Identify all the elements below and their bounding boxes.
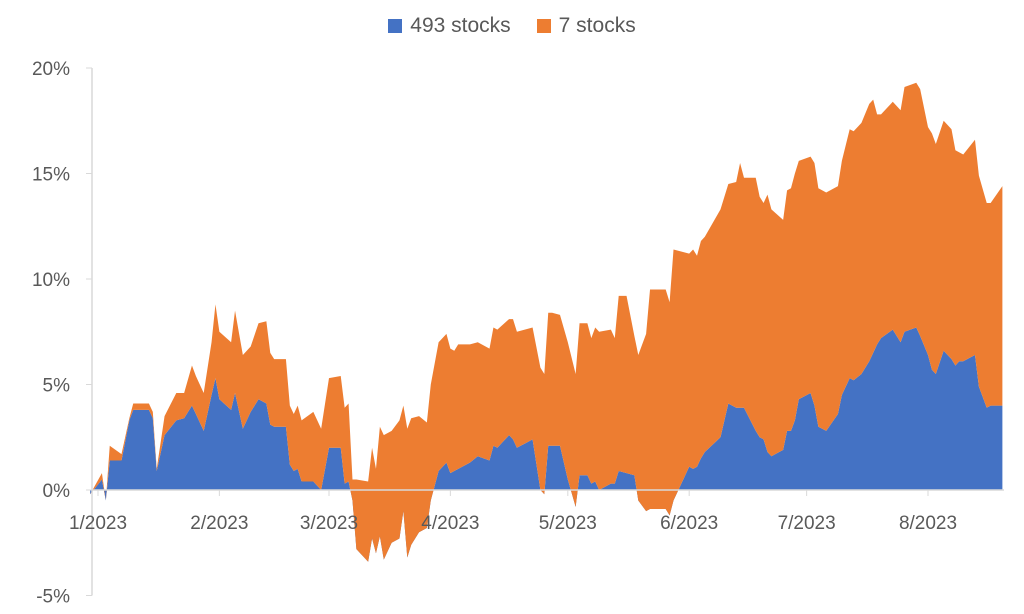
plot-areas [90, 82, 1003, 562]
legend-item-493-stocks: 493 stocks [388, 14, 511, 38]
y-tick-label: -5% [36, 587, 70, 608]
legend-label-493-stocks: 493 stocks [410, 14, 511, 37]
x-tick-label: 2/2023 [190, 513, 248, 534]
x-tick-label: 4/2023 [421, 513, 479, 534]
y-tick-label: 15% [32, 165, 70, 186]
legend-swatch-493-stocks [388, 19, 403, 33]
x-tick-label: 8/2023 [899, 513, 957, 534]
y-tick-label: 5% [43, 376, 71, 397]
axes: -5% 0% 5% 10% 15% 20% 1/2023 2/2023 3/2023 4/2023… [32, 59, 1004, 608]
x-tick-label: 3/2023 [300, 513, 358, 534]
chart-legend: 493 stocks 7 stocks [0, 14, 1024, 38]
y-tick-label: 10% [32, 270, 70, 291]
y-tick-label: 0% [43, 481, 71, 502]
legend-label-7-stocks: 7 stocks [558, 14, 636, 37]
legend-swatch-7-stocks [536, 19, 551, 33]
area-493-stocks [90, 327, 1003, 562]
area-7-stocks [90, 82, 1003, 562]
x-tick-label: 7/2023 [778, 513, 836, 534]
y-tick-label: 20% [32, 59, 70, 80]
legend-item-7-stocks: 7 stocks [536, 14, 636, 38]
x-tick-label: 5/2023 [539, 513, 597, 534]
x-tick-label: 6/2023 [660, 513, 718, 534]
x-tick-label: 1/2023 [69, 513, 127, 534]
